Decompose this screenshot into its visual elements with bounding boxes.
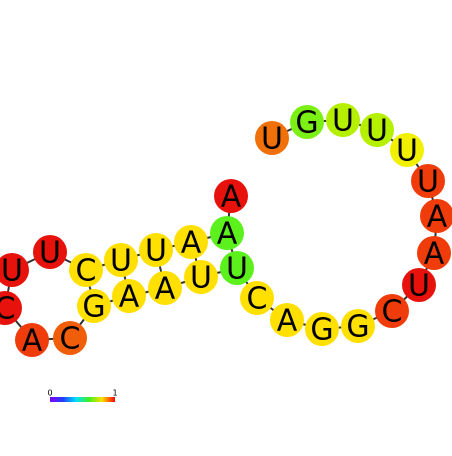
nucleotide-label: G [295,106,318,141]
nucleotide-label: A [119,280,140,315]
nucleotide-label: A [155,272,176,307]
nucleotide-circle [402,268,436,302]
nucleotide-circle [77,289,111,323]
nucleotide-label: C [60,322,81,357]
nucleotide-label: G [82,290,105,325]
nucleotide-label: U [1,254,23,289]
nucleotide-label: A [424,237,445,272]
nucleotide-label: A [217,217,238,252]
nucleotide-label: U [39,236,61,271]
colorbar-max: 1 [112,389,117,398]
nucleotide-label: A [427,200,448,235]
nucleotide-label: U [366,114,388,149]
nucleotide-circle [0,253,29,287]
nucleotide-circle [210,216,244,250]
nucleotide-label: A [181,226,202,261]
nucleotide-circle [0,291,22,325]
nucleotide-circle [69,253,103,287]
nucleotide-label: G [310,313,333,348]
nucleotide-circle [148,271,182,305]
nucleotide-circle [139,233,173,267]
nucleotide-label: C [0,292,15,327]
nucleotide-label: A [22,324,43,359]
nucleotide-circle [417,236,451,270]
nucleotide-label: C [76,254,97,289]
nucleotide-circle [255,121,289,155]
nucleotide-label: U [417,165,439,200]
nucleotide-label: U [408,269,430,304]
nucleotide-circle [326,103,360,137]
nucleotide-circle [112,279,146,313]
nucleotide-circle [33,235,67,269]
nucleotide-circle [420,199,452,233]
nucleotide-circle [184,260,218,294]
nucleotide-label: G [346,310,369,345]
nucleotide-label: C [382,295,403,330]
colorbar [50,397,115,402]
nucleotide-circle [411,164,445,198]
nucleotide-circle [360,113,394,147]
nucleotide-circle [53,321,87,355]
nucleotide-circle [240,281,274,315]
nucleotide-circle [290,105,324,139]
nucleotide-label: U [396,134,418,169]
nucleotide-circle [104,243,138,277]
nucleotide-label: U [190,261,212,296]
nucleotide-circle [390,133,424,167]
nucleotide-circle [375,294,409,328]
nucleotide-label: U [145,234,167,269]
nucleotide-label: U [110,244,132,279]
nucleotide-label: U [226,252,248,287]
nucleotide-label: U [261,122,283,157]
nucleotide-label: A [277,304,298,339]
nucleotide-circle [214,179,248,213]
nucleotide-circle [341,309,375,343]
nucleotide-circle [15,323,49,357]
nucleotide-circle [270,303,304,337]
nucleotide-circle [220,251,254,285]
colorbar-min: 0 [47,389,52,398]
nucleotide-circle [305,312,339,346]
nucleotide-label: U [332,104,354,139]
nucleotide-label: C [247,282,268,317]
nucleotide-label: A [221,180,242,215]
nucleotide-circle [174,225,208,259]
